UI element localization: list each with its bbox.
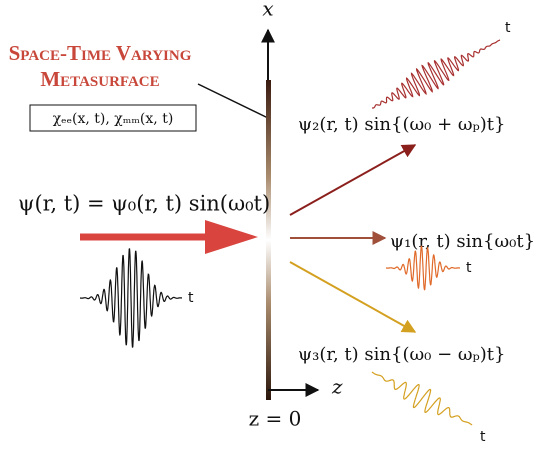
output-arrow <box>289 144 417 216</box>
metasurface <box>266 80 271 400</box>
wave-packet <box>372 39 501 109</box>
formula: ψ₂(r, t) sin{(ω₀ + ωₚ)t} <box>298 114 505 135</box>
time-label: t <box>505 20 511 36</box>
time-label: t <box>466 260 472 276</box>
label-box <box>29 104 197 132</box>
wave-packet <box>371 371 473 426</box>
axis-label: z <box>331 375 343 399</box>
wave-packet <box>386 245 460 291</box>
susceptibility: χₑₑ(x, t), χₘₘ(x, t) <box>53 111 174 127</box>
axis-label: z = 0 <box>249 407 302 431</box>
time-label: t <box>188 290 194 306</box>
formula: ψ₃(r, t) sin{(ω₀ − ωₚ)t} <box>298 344 505 365</box>
pointer <box>197 83 269 119</box>
axis-label: x <box>262 0 273 21</box>
title-line: Metasurface <box>40 67 159 91</box>
time-label: t <box>480 429 486 445</box>
formula: ψ(r, t) = ψ₀(r, t) sin(ω₀t) <box>18 192 270 216</box>
incident-arrowhead <box>205 220 258 254</box>
wave-packet <box>80 248 182 348</box>
output-arrow <box>289 261 417 333</box>
formula: ψ₁(r, t) sin{ω₀t} <box>390 231 535 252</box>
title-line: Space-Time Varying <box>9 41 192 65</box>
